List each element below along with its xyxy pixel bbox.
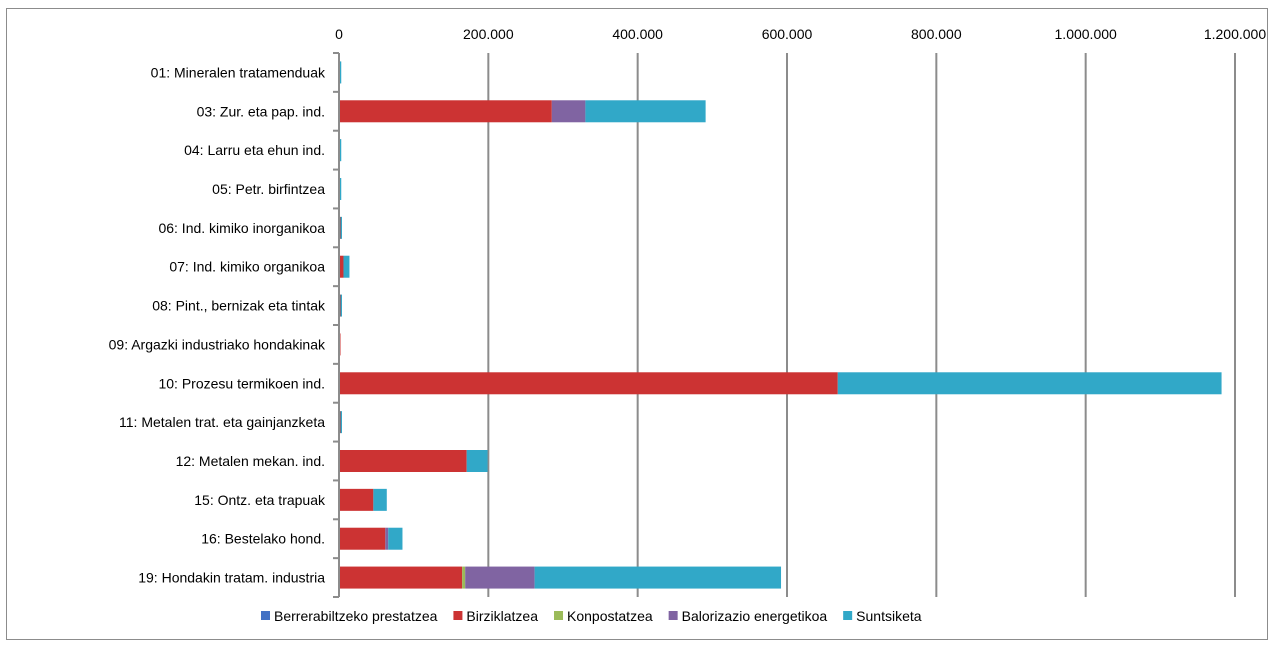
legend-item: Konpostatzea: [554, 608, 653, 624]
legend-item: Birziklatzea: [453, 608, 538, 624]
bar-segment: [534, 566, 782, 589]
legend-label: Konpostatzea: [567, 608, 653, 624]
bar-segment: [551, 100, 586, 123]
bar-segment: [466, 450, 488, 472]
bar-segment: [339, 61, 342, 84]
x-tick-label: 1.200.000: [1204, 26, 1266, 42]
legend-label: Berrerabiltzeko prestatzea: [274, 608, 438, 624]
x-tick-label: 400.000: [612, 26, 663, 42]
x-tick-label: 1.000.000: [1055, 26, 1117, 42]
bar-segment: [837, 372, 1222, 395]
bar-segment: [585, 100, 706, 123]
category-label: 03: Zur. eta pap. ind.: [197, 103, 325, 119]
legend-swatch: [843, 611, 853, 620]
legend-label: Birziklatzea: [466, 608, 538, 624]
category-label: 04: Larru eta ehun ind.: [184, 142, 325, 158]
bar-segment: [373, 488, 387, 511]
legend-swatch: [453, 611, 463, 620]
category-label: 10: Prozesu termikoen ind.: [158, 375, 325, 391]
x-tick-label: 0: [335, 26, 343, 42]
category-label: 06: Ind. kimiko inorganikoa: [158, 220, 325, 236]
bar-segment: [339, 488, 374, 511]
category-label: 19: Hondakin tratam. industria: [138, 570, 325, 586]
bar-segment: [339, 100, 552, 123]
chart-frame: 0 200.000 400.000 600.000 800.000 1.000.000 1.…: [6, 8, 1268, 640]
legend-swatch: [554, 611, 564, 620]
bar-segment: [339, 255, 344, 278]
x-tick-label: 600.000: [762, 26, 813, 42]
bar-segment: [339, 139, 342, 162]
grid-lines: [487, 53, 1236, 597]
bar-segment: [340, 294, 342, 317]
bar-segment: [385, 527, 389, 550]
stacked-bar-chart: 0 200.000 400.000 600.000 800.000 1.000.000 1.…: [109, 26, 1267, 624]
category-label: 15: Ontz. eta trapuak: [194, 492, 326, 508]
legend: Berrerabiltzeko prestatzea Birziklatzea Ko…: [261, 608, 922, 624]
category-label: 12: Metalen mekan. ind.: [176, 453, 325, 469]
legend-label: Suntsiketa: [856, 608, 922, 624]
bar-segment: [339, 372, 838, 395]
x-tick-label: 800.000: [911, 26, 962, 42]
category-label: 16: Bestelako hond.: [201, 531, 325, 547]
bar-segment: [340, 411, 342, 434]
bar-segment: [462, 566, 466, 589]
bars: [339, 61, 1222, 589]
legend-item: Balorizazio energetikoa: [668, 608, 828, 624]
bar-segment: [465, 566, 535, 589]
legend-swatch: [261, 611, 270, 620]
bar-segment: [339, 527, 386, 550]
category-label: 11: Metalen trat. eta gainjanzketa: [119, 414, 325, 430]
category-label: 05: Petr. birfintzea: [212, 181, 325, 197]
bar-segment: [339, 450, 467, 472]
legend-label: Balorizazio energetikoa: [682, 608, 828, 624]
x-tick-label: 200.000: [463, 26, 514, 42]
bar-segment: [340, 216, 342, 239]
category-labels: 01: Mineralen tratamenduak 03: Zur. eta p…: [109, 64, 326, 585]
category-axis: [333, 52, 340, 598]
legend-swatch: [668, 611, 678, 620]
category-label: 01: Mineralen tratamenduak: [151, 64, 326, 80]
category-label: 07: Ind. kimiko organikoa: [169, 259, 325, 275]
legend-item: Berrerabiltzeko prestatzea: [261, 608, 438, 624]
bar-segment: [339, 566, 463, 589]
legend-item: Suntsiketa: [843, 608, 922, 624]
x-axis-ticks: 0 200.000 400.000 600.000 800.000 1.000.000 1.…: [335, 26, 1266, 42]
category-label: 09: Argazki industriako hondakinak: [109, 336, 326, 352]
bar-segment: [388, 527, 403, 550]
category-label: 08: Pint., bernizak eta tintak: [152, 298, 326, 314]
bar-segment: [343, 255, 350, 278]
bar-segment: [339, 178, 342, 200]
